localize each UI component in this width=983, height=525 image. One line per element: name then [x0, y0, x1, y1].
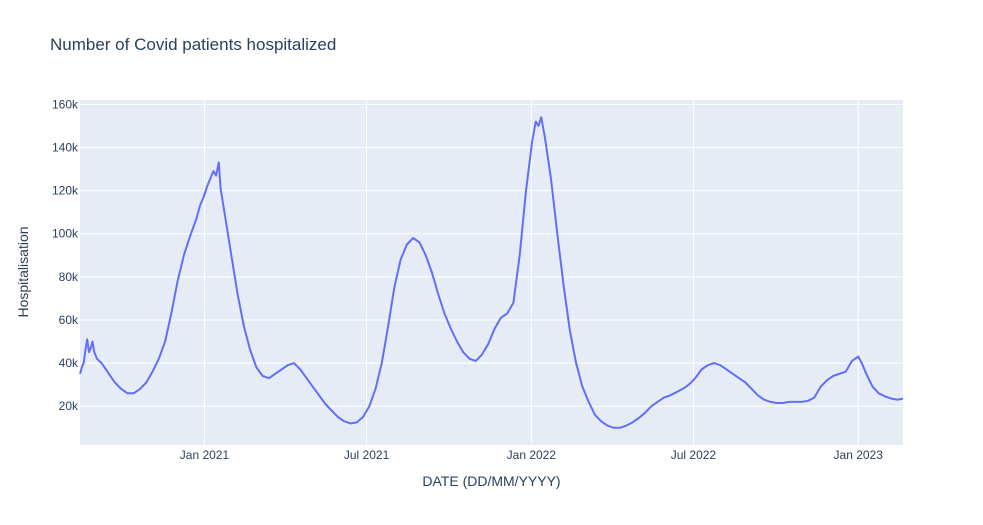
x-tick-label: Jan 2021: [180, 448, 230, 462]
y-axis-ticks: 20k 40k 60k 80k 100k 120k 140k 160k: [52, 97, 79, 413]
grid-lines: [80, 100, 903, 445]
y-tick-label: 100k: [52, 227, 79, 241]
plot-area: [80, 100, 903, 445]
hospitalisation-series-line: [79, 116, 904, 429]
x-tick-label: Jan 2022: [507, 448, 557, 462]
x-axis-ticks: Jan 2021 Jul 2021 Jan 2022 Jul 2022 Jan 2023: [180, 448, 883, 462]
y-tick-label: 60k: [59, 313, 79, 327]
y-tick-label: 80k: [59, 270, 79, 284]
x-tick-label: Jul 2022: [671, 448, 717, 462]
x-tick-label: Jul 2021: [344, 448, 390, 462]
y-tick-label: 20k: [59, 399, 79, 413]
x-tick-label: Jan 2023: [834, 448, 884, 462]
y-tick-label: 40k: [59, 356, 79, 370]
chart-title: Number of Covid patients hospitalized: [50, 35, 336, 54]
x-axis-title: DATE (DD/MM/YYYY): [422, 473, 560, 489]
y-tick-label: 120k: [52, 184, 79, 198]
y-tick-label: 160k: [52, 97, 79, 111]
y-axis-title: Hospitalisation: [15, 226, 31, 317]
y-tick-label: 140k: [52, 140, 79, 154]
